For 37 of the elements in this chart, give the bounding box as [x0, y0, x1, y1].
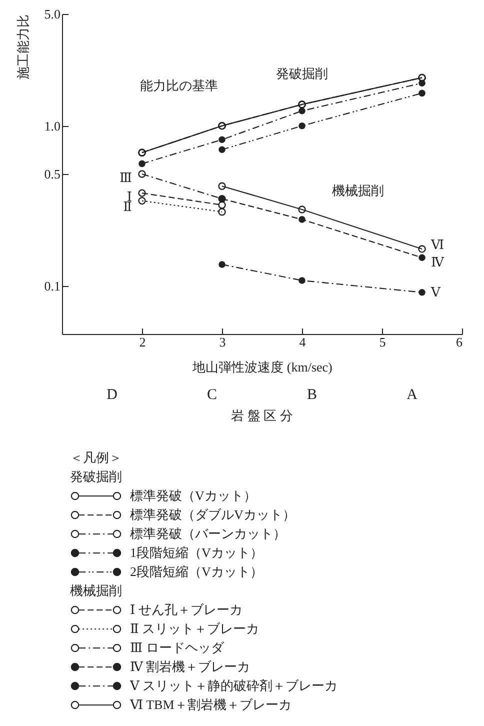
x-axis-title: 地山弾性波速度 (km/sec)	[192, 360, 332, 374]
annotation: 発破掘削	[276, 66, 328, 81]
text: 岩 盤 区 分	[231, 408, 293, 423]
y-tick-label: 0.1	[44, 278, 60, 294]
legend-label: 1段階短縮（Vカット）	[130, 544, 263, 562]
text: A	[406, 387, 418, 403]
legend-label: Ⅰ せん孔＋ブレーカ	[130, 601, 242, 619]
text: 機械掘削	[70, 582, 123, 600]
y-tick-label: 1.0	[44, 118, 60, 134]
text: C	[206, 387, 218, 403]
annotation: Ⅳ	[431, 254, 445, 270]
legend-label: 標準発破（Vカット）	[130, 487, 256, 505]
legend-label: 標準発破（バーンカット）	[130, 525, 286, 543]
x-tick-label: 5	[379, 334, 386, 350]
legend-label: Ⅴ スリット＋静的破砕剤＋ブレーカ	[130, 677, 338, 695]
text: B	[306, 387, 318, 403]
y-tick-label: 0.5	[44, 166, 60, 182]
legend-label: 標準発破（ダブルVカット）	[130, 506, 296, 524]
x-tick-label: 3	[219, 334, 226, 350]
y-tick-label: 5.0	[44, 6, 60, 22]
annotation: 能力比の基準	[140, 78, 218, 93]
annotation: Ⅴ	[430, 284, 441, 300]
legend-label: Ⅱ スリット＋ブレーカ	[130, 620, 260, 638]
legend-label: Ⅳ 割岩機＋ブレーカ	[130, 658, 250, 676]
x-tick-label: 2	[139, 334, 146, 350]
text: 発破掘削	[70, 468, 123, 486]
x-tick-label: 6	[456, 334, 463, 350]
annotation: Ⅵ	[430, 236, 444, 252]
legend-label: Ⅵ TBM＋割岩機＋ブレーカ	[130, 696, 292, 714]
legend-label: 2段階短縮（Vカット）	[130, 563, 263, 581]
legend-title: ＜凡例＞	[70, 449, 123, 467]
y-axis-title: 施工能力比	[15, 14, 30, 80]
annotation: Ⅲ	[119, 170, 132, 185]
legend-label: Ⅲ ロードヘッダ	[130, 639, 224, 657]
text: D	[106, 387, 118, 403]
x-tick-label: 4	[299, 334, 306, 350]
annotation: 機械掘削	[332, 183, 384, 198]
